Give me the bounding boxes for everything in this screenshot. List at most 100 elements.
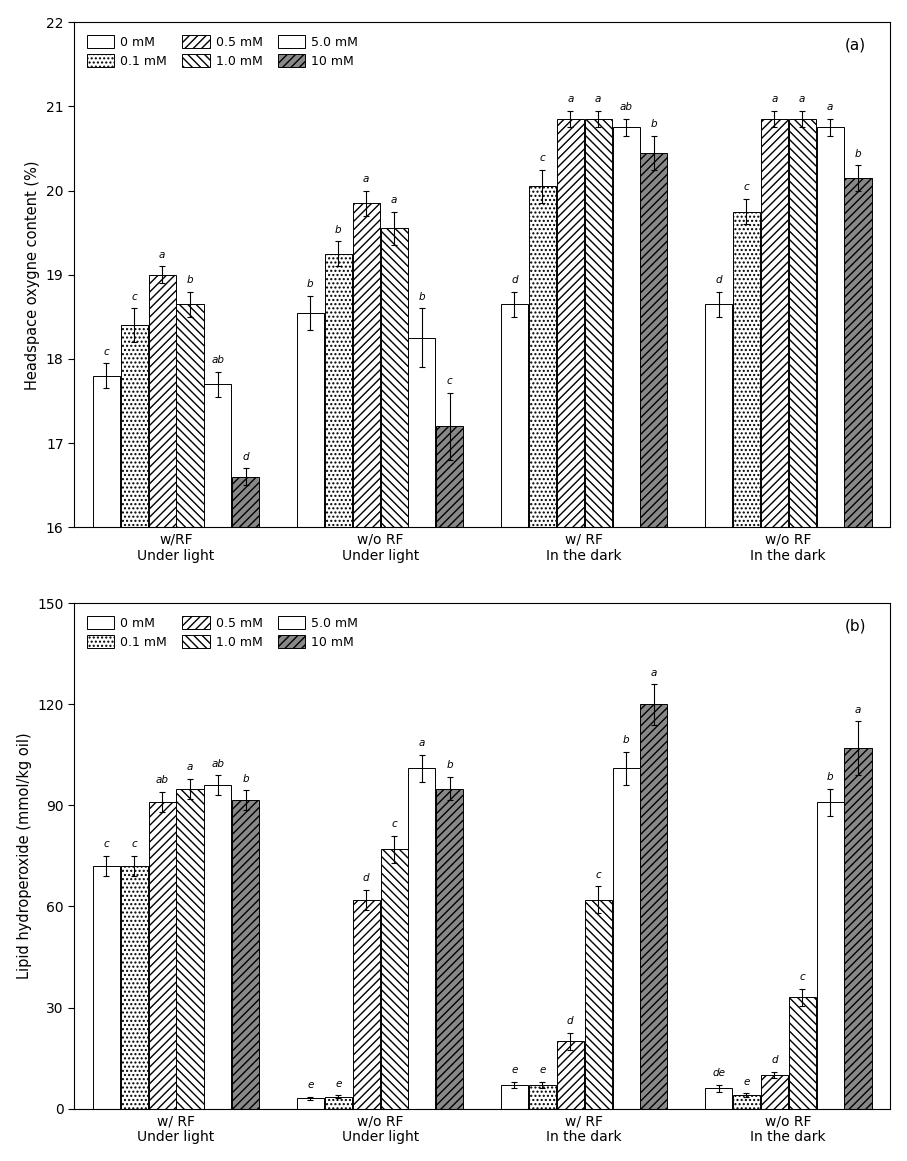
Text: d: d [512, 275, 518, 286]
Text: c: c [391, 820, 397, 829]
Text: ab: ab [619, 102, 632, 113]
Text: c: c [799, 973, 805, 982]
Bar [381, 229, 407, 1161]
Text: c: c [132, 839, 137, 850]
Text: b: b [307, 280, 314, 289]
Text: d: d [567, 1016, 573, 1026]
Bar [121, 325, 148, 1161]
Legend: 0 mM, 0.1 mM, 0.5 mM, 1.0 mM, 5.0 mM, 10 mM: 0 mM, 0.1 mM, 0.5 mM, 1.0 mM, 5.0 mM, 10… [80, 610, 365, 655]
Text: a: a [159, 250, 165, 260]
Bar [232, 800, 259, 1109]
Text: b: b [335, 224, 342, 235]
Bar [557, 1041, 584, 1109]
Text: d: d [716, 275, 722, 286]
Bar [585, 118, 611, 1161]
Bar [585, 900, 611, 1109]
Bar [325, 1097, 352, 1109]
Text: a: a [799, 94, 805, 104]
Text: e: e [307, 1080, 314, 1090]
Text: c: c [540, 153, 545, 163]
Text: ab: ab [211, 758, 224, 769]
Bar [353, 900, 380, 1109]
Bar [93, 376, 120, 1161]
Bar [733, 1095, 760, 1109]
Text: d: d [771, 1055, 777, 1065]
Bar [844, 178, 872, 1161]
Bar [436, 788, 463, 1109]
Bar [177, 304, 203, 1161]
Text: a: a [854, 705, 862, 715]
Bar [408, 338, 435, 1161]
Y-axis label: Lipid hydroperoxide (mmol/kg oil): Lipid hydroperoxide (mmol/kg oil) [16, 733, 32, 979]
Bar [761, 1075, 788, 1109]
Bar [529, 187, 556, 1161]
Bar [816, 128, 844, 1161]
Bar [640, 705, 668, 1109]
Text: b: b [623, 735, 629, 745]
Text: c: c [744, 182, 749, 193]
Text: a: a [771, 94, 777, 104]
Bar [408, 769, 435, 1109]
Text: b: b [446, 760, 454, 770]
Bar [149, 275, 176, 1161]
Text: de: de [712, 1068, 725, 1079]
Text: ab: ab [156, 776, 169, 785]
Text: e: e [512, 1065, 518, 1075]
Bar [816, 802, 844, 1109]
Text: a: a [650, 668, 658, 678]
Bar [733, 211, 760, 1161]
Bar [436, 426, 463, 1161]
Bar [705, 304, 732, 1161]
Bar [204, 384, 231, 1161]
Bar [705, 1088, 732, 1109]
Text: c: c [103, 347, 109, 356]
Bar [761, 118, 788, 1161]
Text: (a): (a) [844, 37, 866, 52]
Bar [297, 1098, 324, 1109]
Text: a: a [595, 94, 601, 104]
Bar [529, 1086, 556, 1109]
Text: d: d [363, 873, 369, 884]
Text: c: c [132, 291, 137, 302]
Text: b: b [187, 275, 193, 286]
Text: e: e [743, 1077, 750, 1087]
Bar [325, 254, 352, 1161]
Text: a: a [419, 738, 425, 749]
Text: b: b [650, 120, 658, 129]
Text: ab: ab [211, 355, 224, 365]
Text: e: e [539, 1065, 546, 1075]
Text: a: a [187, 762, 193, 772]
Text: a: a [363, 174, 369, 183]
Text: (b): (b) [844, 619, 866, 634]
Bar [93, 866, 120, 1109]
Text: a: a [827, 102, 834, 113]
Text: d: d [242, 452, 249, 462]
Bar [121, 866, 148, 1109]
Text: b: b [242, 773, 249, 784]
Bar [149, 802, 176, 1109]
Text: a: a [567, 94, 573, 104]
Text: b: b [827, 772, 834, 783]
Bar [297, 312, 324, 1161]
Bar [789, 118, 815, 1161]
Bar [204, 785, 231, 1109]
Text: c: c [447, 376, 453, 387]
Text: b: b [854, 149, 862, 159]
Bar [789, 997, 815, 1109]
Bar [612, 769, 639, 1109]
Bar [177, 788, 203, 1109]
Bar [640, 153, 668, 1161]
Bar [353, 203, 380, 1161]
Text: c: c [595, 870, 601, 880]
Bar [844, 748, 872, 1109]
Legend: 0 mM, 0.1 mM, 0.5 mM, 1.0 mM, 5.0 mM, 10 mM: 0 mM, 0.1 mM, 0.5 mM, 1.0 mM, 5.0 mM, 10… [80, 28, 365, 74]
Bar [232, 477, 259, 1161]
Bar [501, 1086, 528, 1109]
Bar [612, 128, 639, 1161]
Text: e: e [335, 1079, 341, 1089]
Text: c: c [103, 839, 109, 850]
Bar [557, 118, 584, 1161]
Bar [501, 304, 528, 1161]
Text: a: a [391, 195, 397, 205]
Bar [381, 849, 407, 1109]
